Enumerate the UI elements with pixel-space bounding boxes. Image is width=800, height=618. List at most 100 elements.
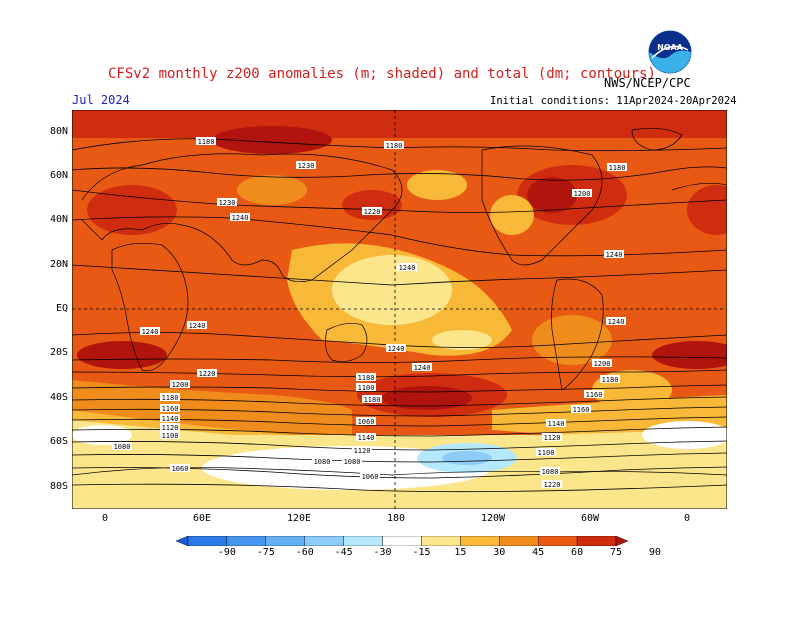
svg-text:1240: 1240 [606, 251, 623, 259]
contour-label: 1240 [606, 317, 626, 326]
svg-text:1240: 1240 [189, 322, 206, 330]
lon-label: 0 [683, 513, 691, 524]
contour-label: 1200 [592, 359, 612, 368]
svg-text:1100: 1100 [358, 384, 375, 392]
svg-text:1200: 1200 [594, 360, 611, 368]
contour-label: 1120 [160, 423, 180, 432]
contour-label: 1140 [546, 419, 566, 428]
svg-text:1220: 1220 [544, 481, 561, 489]
colorbar-swatch [187, 536, 228, 546]
colorbar-label: 45 [532, 547, 545, 558]
svg-text:1120: 1120 [354, 447, 371, 455]
colorbar-swatch [537, 536, 578, 546]
contour-label: 1240 [230, 213, 250, 222]
colorbar-swatch [265, 536, 305, 546]
svg-text:1230: 1230 [219, 199, 236, 207]
agency-label: NWS/NCEP/CPC [604, 76, 691, 90]
svg-text:1080: 1080 [542, 468, 559, 476]
contour-label: 1120 [352, 446, 372, 455]
contour-label: 1080 [312, 457, 332, 466]
contour-label: 1180 [600, 375, 620, 384]
lon-label: 0 [101, 513, 109, 524]
svg-text:1080: 1080 [314, 458, 331, 466]
contour-label: 1200 [170, 380, 190, 389]
colorbar-swatch [176, 536, 189, 546]
lat-label: 20S [49, 347, 68, 358]
lon-label: 180 [386, 513, 406, 524]
lat-label: 40S [49, 392, 68, 403]
svg-text:1220: 1220 [364, 208, 381, 216]
contour-label: 1240 [412, 363, 432, 372]
svg-text:1180: 1180 [386, 142, 403, 150]
contour-label: 1220 [542, 480, 562, 489]
svg-text:1100: 1100 [538, 449, 555, 457]
initial-conditions: Initial conditions: 11Apr2024-20Apr2024 [490, 95, 737, 107]
contour-label: 1240 [397, 263, 417, 272]
contour-label: 1220 [362, 207, 382, 216]
contour-label: 1180 [356, 373, 376, 382]
colorbar-swatch [343, 536, 383, 546]
svg-text:1180: 1180 [198, 138, 215, 146]
contour-label: 1160 [160, 404, 180, 413]
chart-title: CFSv2 monthly z200 anomalies (m; shaded)… [108, 66, 656, 82]
svg-text:1240: 1240 [142, 328, 159, 336]
svg-text:1140: 1140 [548, 420, 565, 428]
svg-text:1230: 1230 [298, 162, 315, 170]
svg-text:1240: 1240 [388, 345, 405, 353]
svg-text:1180: 1180 [162, 394, 179, 402]
lat-label: EQ [55, 303, 68, 314]
contour-labels: 1180 1180 1230 1200 1180 1230 1240 1220 1240 1240… [112, 137, 627, 489]
contour-label: 1180 [196, 137, 216, 146]
contour-label: 1180 [362, 395, 382, 404]
svg-text:1100: 1100 [162, 432, 179, 440]
svg-text:1240: 1240 [399, 264, 416, 272]
contour-label: 1230 [296, 161, 316, 170]
colorbar-label: 75 [609, 547, 623, 558]
contour-label: 1220 [197, 369, 217, 378]
colorbar-swatch [382, 536, 422, 546]
svg-text:1180: 1180 [602, 376, 619, 384]
svg-text:1160: 1160 [162, 405, 179, 413]
svg-text:1080: 1080 [344, 458, 361, 466]
contour-label: 1140 [356, 433, 376, 442]
contour-label: 1080 [540, 467, 560, 476]
contour-label: 1160 [584, 390, 604, 399]
svg-text:1080: 1080 [114, 443, 131, 451]
contour-label: 1060 [170, 464, 190, 473]
lon-label: 120W [480, 513, 506, 524]
contour-label: 1180 [384, 141, 404, 150]
svg-text:1200: 1200 [574, 190, 591, 198]
colorbar-label: 90 [648, 547, 661, 558]
colorbar-swatch [421, 536, 461, 546]
svg-text:1120: 1120 [544, 434, 561, 442]
colorbar-swatch [499, 536, 539, 546]
svg-text:1160: 1160 [586, 391, 603, 399]
contour-label: 1230 [217, 198, 237, 207]
colorbar-label: -60 [295, 547, 314, 558]
contour-label: 1080 [112, 442, 132, 451]
contour-label: 1060 [360, 472, 380, 481]
svg-text:1060: 1060 [358, 418, 375, 426]
svg-text:1180: 1180 [364, 396, 381, 404]
colorbar-swatch [460, 536, 500, 546]
colorbar-label: 30 [493, 547, 506, 558]
contour-label: 1140 [160, 414, 180, 423]
contour-label: 1240 [187, 321, 207, 330]
anomaly-map: 1180 1180 1230 1200 1180 1230 1240 1220 1240 1240… [72, 110, 727, 509]
lon-label: 60W [580, 513, 600, 524]
contour-label: 1080 [342, 457, 362, 466]
contour-label: 1240 [604, 250, 624, 259]
contour-label: 1160 [571, 405, 591, 414]
contour-label: 1060 [356, 417, 376, 426]
lat-label: 20N [49, 259, 68, 270]
svg-text:1140: 1140 [162, 415, 179, 423]
colorbar-label: -15 [412, 547, 431, 558]
colorbar-label: -90 [217, 547, 236, 558]
svg-text:1240: 1240 [232, 214, 249, 222]
lat-label: 80N [49, 126, 68, 137]
svg-text:1240: 1240 [608, 318, 625, 326]
contour-label: 1100 [160, 431, 180, 440]
contour-label: 1180 [607, 163, 627, 172]
svg-text:1180: 1180 [609, 164, 626, 172]
contour-label: 1100 [356, 383, 376, 392]
